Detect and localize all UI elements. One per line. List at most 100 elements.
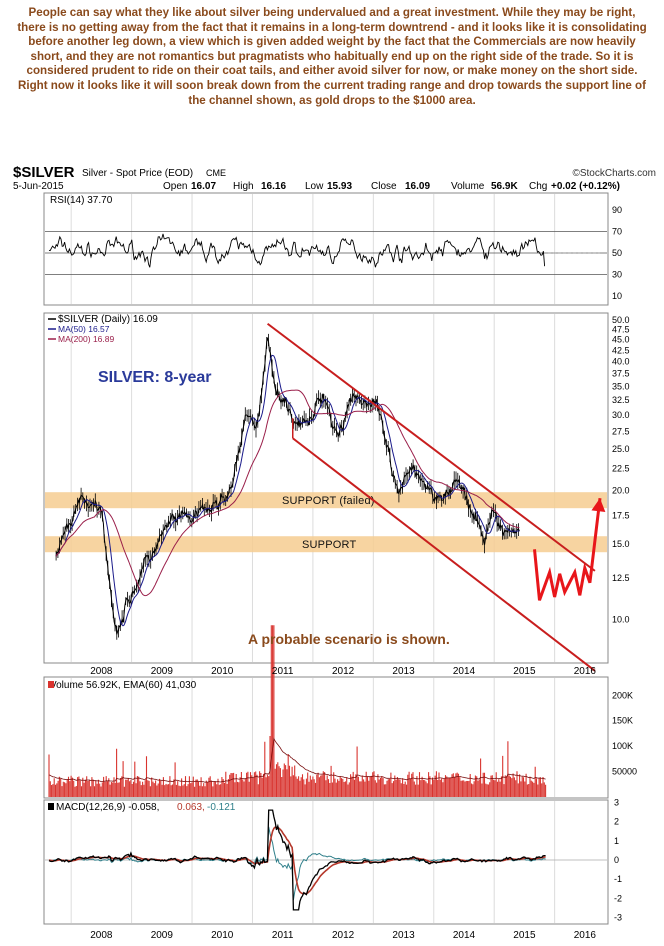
macd-line [48, 809, 546, 911]
quote-value-chg: +0.02 (+0.12%) [551, 181, 620, 192]
macd-legend-label: MACD(12,26,9) -0.058, [56, 802, 159, 813]
macd-x-tick-label: 2012 [332, 930, 355, 941]
quote-label-chg: Chg [529, 181, 547, 192]
volume-tick-label: 200K [612, 690, 633, 700]
volume-tick-label: 100K [612, 741, 633, 751]
macd-tick-label: -3 [614, 913, 622, 923]
support-band-label: SUPPORT (failed) [282, 495, 375, 507]
price-panel [43, 312, 609, 664]
price-legend: $SILVER (Daily) 16.09 [58, 314, 158, 325]
quote-label-open: Open [163, 181, 187, 192]
price-tick-label: 42.5 [612, 345, 630, 355]
rsi-legend: RSI(14) 37.70 [50, 195, 113, 206]
quote-label-high: High [233, 181, 254, 192]
quote-label-low: Low [305, 181, 324, 192]
macd-layer: MACD(12,26,9) -0.058, 0.063, -0.121 [45, 802, 607, 911]
price-x-tick-label: 2010 [211, 666, 234, 677]
symbol-title: $SILVER [13, 164, 75, 181]
price-tick-label: 10.0 [612, 615, 630, 625]
rsi-tick-label: 50 [612, 248, 622, 258]
rsi-panel [43, 192, 609, 306]
volume-tick-label: 150K [612, 716, 633, 726]
macd-tick-label: -1 [614, 874, 622, 884]
support-band-label: SUPPORT [302, 539, 356, 551]
ma50-legend: MA(50) 16.57 [58, 324, 110, 334]
price-tick-label: 35.0 [612, 381, 630, 391]
rsi-tick-label: 30 [612, 270, 622, 280]
macd-x-tick-label: 2011 [272, 930, 294, 941]
price-x-tick-label: 2008 [90, 666, 113, 677]
axis-layer: 907050301050.047.545.042.540.037.535.032… [90, 205, 637, 941]
quote-value-high: 16.16 [261, 181, 286, 192]
macd-x-tick-label: 2009 [151, 930, 174, 941]
price-line [55, 337, 520, 635]
macd-panel [43, 799, 609, 925]
macd-legend-histogram: -0.121 [207, 802, 236, 813]
macd-x-tick-label: 2016 [574, 930, 597, 941]
scenario-path [533, 498, 602, 601]
exchange-label: CME [206, 168, 226, 178]
volume-layer: Volume 56.92K, EMA(60) 41,030 [48, 625, 547, 797]
macd-legend-swatch [48, 803, 54, 810]
macd-tick-label: 3 [614, 797, 619, 807]
price-x-tick-label: 2016 [574, 666, 597, 677]
price-tick-label: 37.5 [612, 369, 630, 379]
macd-x-tick-label: 2015 [513, 930, 536, 941]
quote-value-open: 16.07 [191, 181, 216, 192]
price-tick-label: 20.0 [612, 486, 630, 496]
symbol-description: Silver - Spot Price (EOD) [82, 168, 193, 179]
price-tick-label: 40.0 [612, 357, 630, 367]
volume-ema-line [48, 737, 546, 783]
rsi-tick-label: 70 [612, 227, 622, 237]
ma200-legend: MA(200) 16.89 [58, 334, 114, 344]
price-x-tick-label: 2012 [332, 666, 355, 677]
macd-tick-label: 2 [614, 817, 619, 827]
quote-value-low: 15.93 [327, 181, 352, 192]
source-credit: ©StockCharts.com [572, 168, 656, 179]
price-tick-label: 12.5 [612, 573, 630, 583]
price-x-tick-label: 2015 [513, 666, 536, 677]
ma50-line [55, 354, 520, 627]
price-tick-label: 25.0 [612, 444, 630, 454]
price-tick-label: 27.5 [612, 426, 630, 436]
rsi-layer: RSI(14) 37.70 [45, 195, 607, 275]
chart-annotation-title: SILVER: 8-year [98, 369, 212, 386]
quote-value-close: 16.09 [405, 181, 430, 192]
scenario-caption: A probable scenario is shown. [248, 631, 450, 647]
rsi-tick-label: 90 [612, 205, 622, 215]
quote-value-volume: 56.9K [491, 181, 518, 192]
overlay-layer: A probable scenario is shown. [248, 322, 606, 672]
channel-upper-line [266, 322, 596, 572]
chart-date: 5-Jun-2015 [13, 181, 64, 192]
price-x-tick-label: 2009 [151, 666, 174, 677]
price-tick-label: 47.5 [612, 325, 630, 335]
macd-x-tick-label: 2010 [211, 930, 234, 941]
macd-x-tick-label: 2008 [90, 930, 113, 941]
price-tick-label: 17.5 [612, 511, 630, 521]
commentary-text: People can say what they like about silv… [17, 6, 647, 107]
price-tick-label: 15.0 [612, 539, 630, 549]
support-band [45, 536, 607, 553]
macd-tick-label: -2 [614, 893, 622, 903]
macd-tick-label: 0 [614, 855, 619, 865]
quote-line: Open 16.07 High 16.16 Low 15.93 Close 16.09 Volu… [163, 181, 620, 192]
macd-legend-signal: 0.063, [177, 802, 205, 813]
rsi-line [48, 233, 546, 268]
price-x-tick-label: 2013 [392, 666, 415, 677]
volume-bars [48, 625, 547, 797]
volume-legend-swatch [48, 681, 54, 688]
quote-label-volume: Volume [451, 181, 485, 192]
volume-tick-label: 50000 [612, 767, 637, 777]
quote-label-close: Close [371, 181, 397, 192]
rsi-tick-label: 10 [612, 291, 622, 301]
macd-tick-label: 1 [614, 836, 619, 846]
price-x-tick-label: 2014 [453, 666, 476, 677]
price-x-tick-label: 2011 [272, 666, 294, 677]
macd-x-tick-label: 2013 [392, 930, 415, 941]
ma200-line [55, 389, 520, 597]
price-tick-label: 32.5 [612, 395, 630, 405]
price-tick-label: 30.0 [612, 410, 630, 420]
scenario-arrowhead [591, 498, 606, 512]
